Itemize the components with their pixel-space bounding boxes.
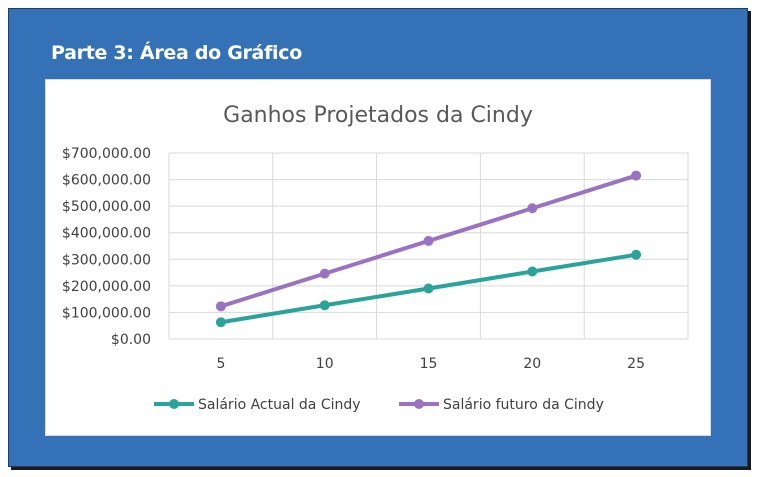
y-axis-tick-labels: $0.00 $100,000.00 $200,000.00 $300,000.00 $4… [62, 146, 151, 348]
y-tick-label: $300,000.00 [62, 252, 151, 268]
legend-marker [169, 399, 179, 409]
legend-marker [414, 399, 424, 409]
gridlines [168, 152, 689, 340]
data-point[interactable] [215, 301, 226, 312]
legend-label[interactable]: Salário Actual da Cindy [198, 397, 361, 413]
series-group [215, 170, 642, 328]
x-tick-label: 20 [523, 356, 541, 372]
legend: Salário Actual da Cindy Salário futuro da… [154, 397, 604, 413]
y-tick-label: $700,000.00 [62, 146, 151, 162]
data-point[interactable] [215, 317, 226, 328]
x-tick-label: 5 [216, 356, 225, 372]
line-chart: Ganhos Projetados da Cindy $0.00 $100,000… [62, 103, 689, 413]
chart-area[interactable]: Ganhos Projetados da Cindy $0.00 $100,000… [45, 79, 711, 436]
data-point[interactable] [527, 203, 538, 214]
x-tick-label: 25 [627, 356, 645, 372]
y-tick-label: $100,000.00 [62, 305, 151, 321]
chart-title: Ganhos Projetados da Cindy [223, 103, 533, 128]
y-tick-label: $400,000.00 [62, 226, 151, 242]
legend-label[interactable]: Salário futuro da Cindy [443, 397, 604, 413]
data-point[interactable] [631, 170, 642, 181]
data-point[interactable] [423, 235, 434, 246]
data-point[interactable] [319, 300, 330, 311]
data-point[interactable] [319, 268, 330, 279]
data-point[interactable] [631, 249, 642, 260]
x-tick-label: 10 [316, 356, 334, 372]
y-tick-label: $500,000.00 [62, 199, 151, 215]
slide-heading: Parte 3: Área do Gráfico [51, 42, 302, 64]
x-tick-label: 15 [420, 356, 438, 372]
y-tick-label: $0.00 [111, 332, 151, 348]
data-point[interactable] [423, 283, 434, 294]
data-point[interactable] [527, 266, 538, 277]
y-tick-label: $200,000.00 [62, 279, 151, 295]
x-axis-tick-labels: 5 10 15 20 25 [216, 356, 645, 372]
y-tick-label: $600,000.00 [62, 173, 151, 189]
